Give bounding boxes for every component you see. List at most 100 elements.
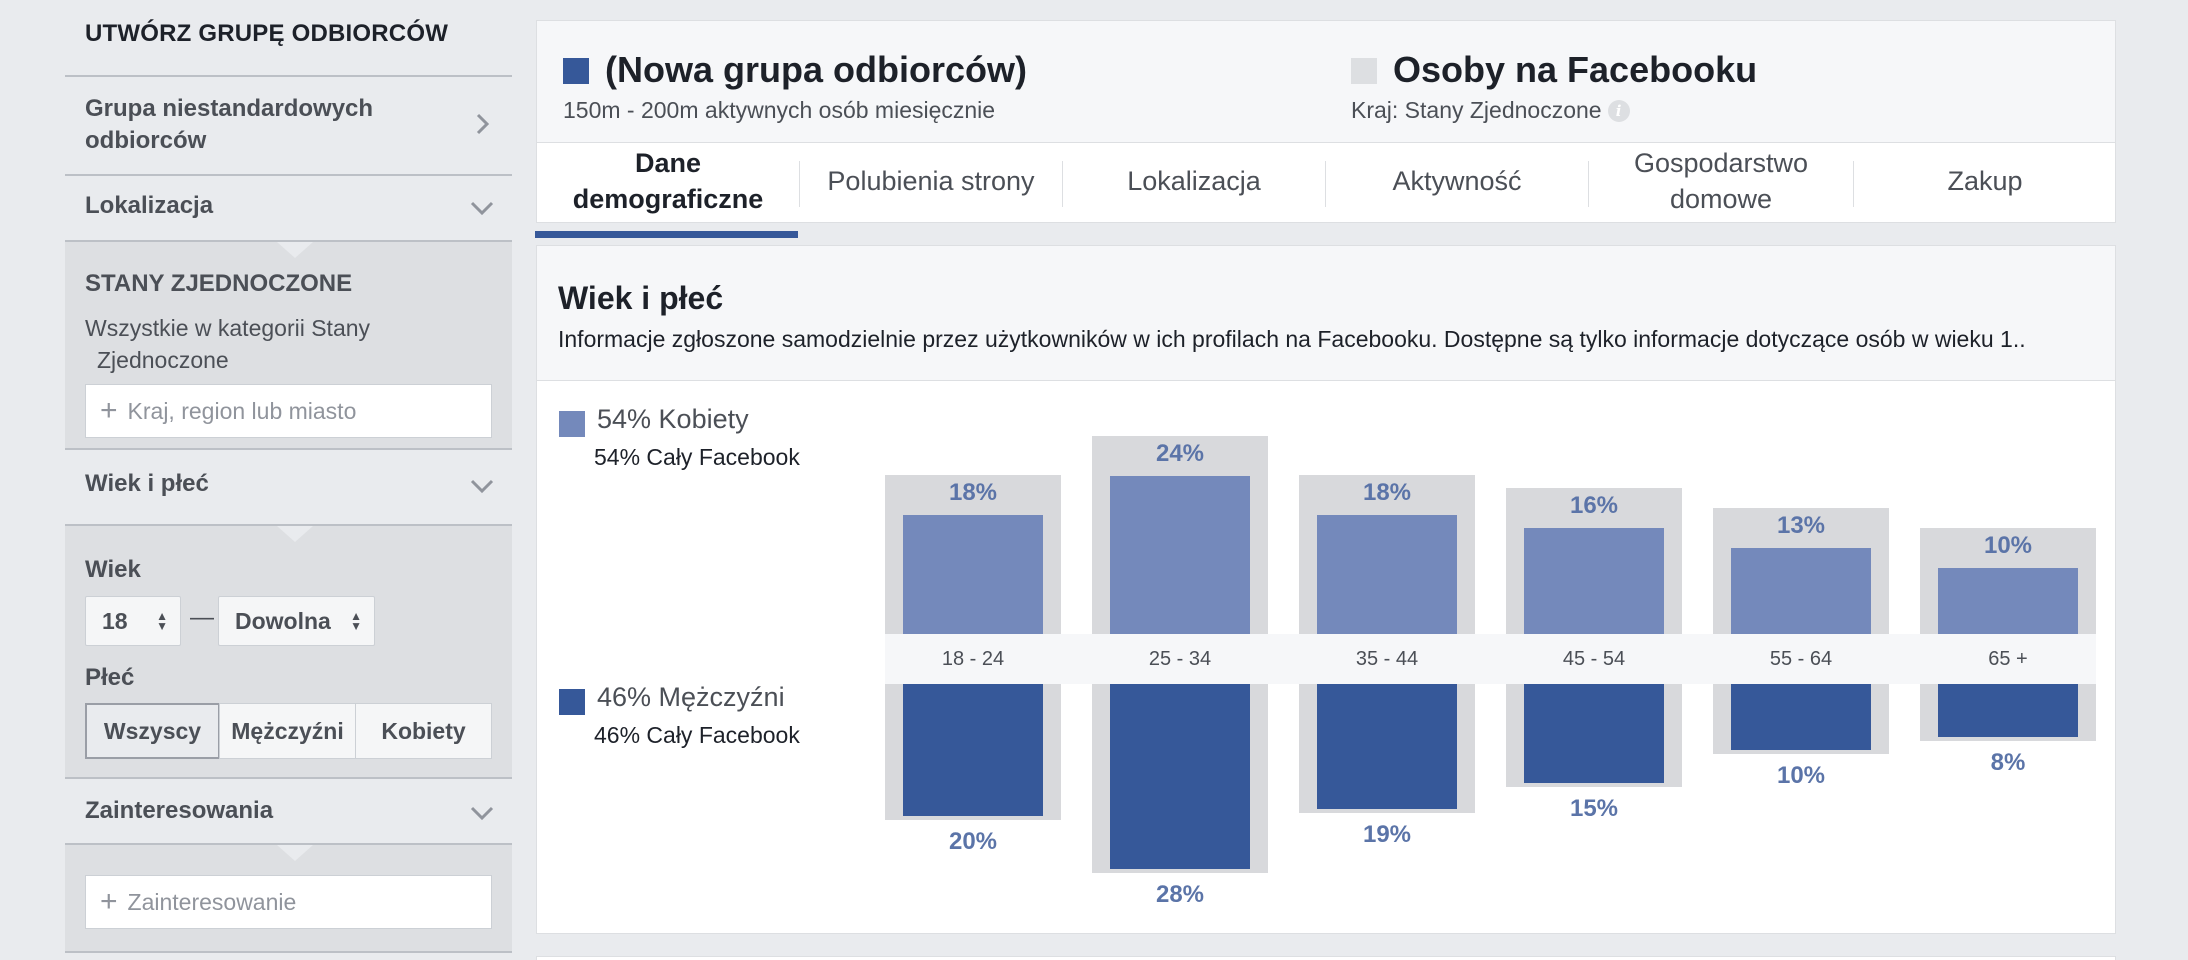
- gender-label: Płeć: [85, 664, 135, 691]
- divider: [65, 448, 512, 450]
- audience-size: 150m - 200m aktywnych osób miesięcznie: [563, 97, 996, 123]
- location-country: STANY ZJEDNOCZONE: [85, 270, 353, 297]
- location-input[interactable]: + Kraj, region lub miasto: [85, 384, 492, 438]
- divider: [65, 777, 512, 779]
- custom-audience-label: Grupa niestandardowych odbiorców: [85, 93, 373, 157]
- age-category-label: 55 - 64: [1769, 648, 1833, 670]
- men-legend-sub: 46% Cały Facebook: [594, 722, 800, 748]
- age-to-value: Dowolna: [235, 607, 331, 634]
- age-axis: [885, 634, 2096, 684]
- select-arrows-icon: ▲ ▼: [156, 609, 168, 633]
- divider: [65, 240, 512, 242]
- comparison-country: Kraj: Stany Zjednoczone i: [1351, 97, 1630, 124]
- age-category-label: 18 - 24: [941, 648, 1005, 670]
- chevron-right-icon: [476, 113, 490, 135]
- tab-divider: [1325, 161, 1326, 207]
- women-legend-sub: 54% Cały Facebook: [594, 444, 800, 470]
- audience-header-card: (Nowa grupa odbiorców) 150m - 200m aktyw…: [536, 20, 2116, 223]
- men-value-label: 8%: [1990, 748, 2026, 776]
- location-panel: STANY ZJEDNOCZONE Wszystkie w kategorii …: [65, 242, 512, 448]
- women-bar: [1938, 568, 2078, 634]
- divider: [65, 951, 512, 953]
- divider: [65, 843, 512, 845]
- age-range-dash: —: [190, 604, 214, 631]
- tab-page-likes[interactable]: Polubienia strony: [827, 166, 1035, 196]
- men-value-label: 28%: [1155, 880, 1205, 908]
- tab-label-line1: Dane: [634, 148, 701, 178]
- custom-audience-section[interactable]: Grupa niestandardowych odbiorców: [65, 77, 512, 175]
- men-bar: [1938, 684, 2078, 737]
- men-bar: [1317, 684, 1457, 810]
- section-description: Informacje zgłoszone samodzielnie przez …: [558, 326, 2026, 352]
- interests-section-header[interactable]: Zainteresowania: [65, 779, 512, 843]
- men-legend-swatch: [559, 689, 585, 715]
- tab-location[interactable]: Lokalizacja: [1127, 166, 1261, 196]
- women-bar: [903, 515, 1043, 634]
- men-bar: [1110, 684, 1250, 869]
- tab-purchase[interactable]: Zakup: [1947, 166, 2023, 196]
- age-category-label: 45 - 54: [1562, 648, 1626, 670]
- tab-label-line2: demograficzne: [572, 184, 764, 214]
- interests-input-placeholder: Zainteresowanie: [127, 888, 297, 915]
- divider: [65, 75, 512, 77]
- women-legend-swatch: [559, 411, 585, 437]
- location-label: Lokalizacja: [85, 192, 214, 219]
- interests-input[interactable]: + Zainteresowanie: [85, 875, 492, 929]
- gender-option-women[interactable]: Kobiety: [355, 703, 492, 759]
- tab-demographics[interactable]: Dane demograficzne: [537, 143, 799, 219]
- men-value-label: 20%: [948, 828, 998, 855]
- age-category-label: 35 - 44: [1355, 648, 1419, 670]
- interests-panel: + Zainteresowanie: [65, 845, 512, 951]
- audience-name: (Nowa grupa odbiorców): [605, 49, 1027, 90]
- men-legend-label: 46% Mężczyźni: [597, 682, 785, 712]
- women-legend-label: 54% Kobiety: [597, 404, 749, 434]
- men-value-label: 10%: [1776, 762, 1826, 789]
- next-card: [536, 956, 2116, 960]
- custom-audience-label-line2: odbiorców: [85, 127, 207, 154]
- audience-color-swatch: [563, 58, 589, 84]
- age-category-label: 25 - 34: [1148, 648, 1212, 670]
- interests-label: Zainteresowania: [85, 797, 274, 824]
- section-title: Wiek i płeć: [558, 280, 724, 316]
- age-from-value: 18: [102, 607, 128, 634]
- tab-label-line2: domowe: [1669, 184, 1773, 214]
- women-bar: [1731, 548, 1871, 634]
- panel-notch: [277, 526, 313, 542]
- tab-household[interactable]: Gospodarstwo domowe: [1589, 143, 1853, 219]
- info-icon[interactable]: i: [1607, 100, 1630, 122]
- gender-option-men[interactable]: Mężczyźni: [219, 703, 356, 759]
- age-gender-section-header[interactable]: Wiek i płeć: [65, 450, 512, 524]
- tab-divider: [1062, 161, 1063, 207]
- men-bar: [1731, 684, 1871, 750]
- age-category-label: 65 +: [1988, 648, 2028, 670]
- custom-audience-label-line1: Grupa niestandardowych: [85, 95, 374, 122]
- location-description-line1: Wszystkie w kategorii Stany: [85, 315, 371, 341]
- tab-label-line1: Gospodarstwo: [1633, 148, 1809, 178]
- women-value-label: 13%: [1776, 512, 1826, 540]
- panel-notch: [277, 242, 313, 258]
- sidebar-title: UTWÓRZ GRUPĘ ODBIORCÓW: [85, 20, 449, 47]
- men-value-label: 15%: [1569, 795, 1619, 822]
- active-tab-indicator: [535, 231, 798, 238]
- women-bar: [1317, 515, 1457, 634]
- location-section-header[interactable]: Lokalizacja: [65, 176, 512, 240]
- comparison-name: Osoby na Facebooku: [1393, 49, 1758, 90]
- age-gender-card: Wiek i płeć Informacje zgłoszone samodzi…: [536, 245, 2116, 934]
- age-to-select[interactable]: Dowolna ▲ ▼: [218, 596, 375, 646]
- tab-activity[interactable]: Aktywność: [1392, 166, 1522, 196]
- plus-icon: +: [100, 394, 118, 427]
- women-value-label: 18%: [1362, 479, 1412, 507]
- audience-summary: (Nowa grupa odbiorców) 150m - 200m aktyw…: [537, 21, 2115, 143]
- tab-divider: [799, 161, 800, 207]
- age-gender-label: Wiek i płeć: [85, 470, 209, 497]
- women-bar: [1524, 528, 1664, 634]
- location-input-placeholder: Kraj, region lub miasto: [127, 397, 357, 424]
- location-description-line2: Zjednoczone: [97, 347, 229, 373]
- plus-icon: +: [100, 885, 118, 918]
- gender-option-all[interactable]: Wszyscy: [85, 703, 220, 759]
- age-from-select[interactable]: 18 ▲ ▼: [85, 596, 181, 646]
- men-bar: [1524, 684, 1664, 783]
- age-gender-header: Wiek i płeć Informacje zgłoszone samodzi…: [537, 246, 2115, 381]
- women-value-label: 24%: [1155, 439, 1205, 467]
- tab-divider: [1853, 161, 1854, 207]
